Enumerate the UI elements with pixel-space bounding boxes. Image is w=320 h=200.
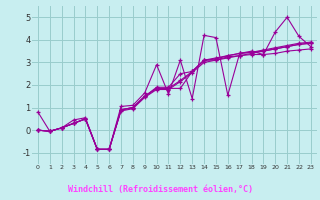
Text: Windchill (Refroidissement éolien,°C): Windchill (Refroidissement éolien,°C)	[68, 185, 252, 194]
